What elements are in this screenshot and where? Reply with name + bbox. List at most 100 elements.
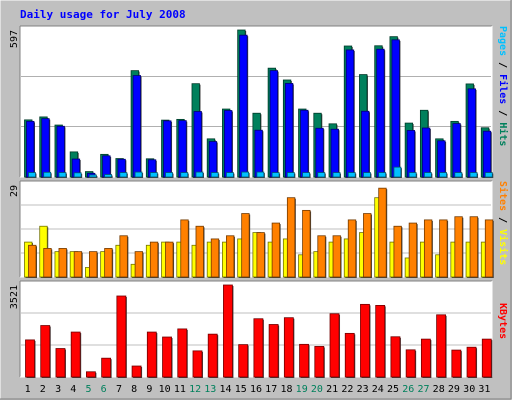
x-tick-label: 13 — [204, 384, 216, 395]
pages-bar — [363, 172, 372, 178]
x-tick-label: 28 — [433, 384, 445, 395]
pages-bar — [195, 171, 204, 178]
hits-panel-legend: Pages / Files / Hits — [497, 26, 509, 146]
x-tick-label: 20 — [311, 384, 323, 395]
kbytes-bar — [55, 348, 66, 378]
kbytes-bar — [299, 343, 310, 378]
kbytes-bar-body — [162, 336, 172, 378]
pages-bar — [28, 172, 37, 178]
kbytes-bar — [253, 318, 264, 378]
pages-bar — [89, 174, 98, 178]
x-tick-label: 17 — [265, 384, 277, 395]
visits-bar-body — [317, 235, 326, 278]
visits-bar-body — [393, 225, 402, 278]
pages-bar — [439, 172, 448, 178]
files-bar — [56, 125, 66, 178]
x-tick-label: 18 — [280, 384, 292, 395]
pages-bar-body — [226, 172, 234, 178]
kbytes-bar — [162, 336, 173, 378]
visits-bar-body — [134, 251, 143, 278]
pages-bar — [484, 172, 494, 178]
visits-bar — [271, 222, 281, 278]
files-bar-body — [193, 111, 202, 178]
kbytes-bar — [146, 331, 158, 378]
sites-panel-legend: Sites / Visits — [497, 181, 509, 265]
files-bar — [163, 120, 173, 178]
x-tick-label: 11 — [174, 384, 186, 395]
files-bar-body — [361, 110, 370, 178]
kbytes-bar — [344, 332, 356, 378]
pages-bar — [226, 172, 235, 178]
files-bar — [482, 130, 492, 178]
kbytes-bar-body — [314, 346, 325, 378]
pages-bar-body — [104, 174, 113, 178]
kbytes-bar — [436, 314, 447, 378]
pages-bar — [317, 172, 326, 178]
visits-bar-body — [73, 251, 83, 278]
kbytes-bar — [420, 338, 432, 378]
kbytes-bar — [268, 324, 280, 378]
kbytes-bar — [238, 344, 249, 378]
x-tick-label: 1 — [25, 384, 31, 395]
x-tick-label: 31 — [478, 384, 490, 395]
visits-bar — [149, 241, 159, 278]
pages-bar — [165, 172, 174, 178]
visits-bar — [302, 209, 312, 278]
hits-panel-legend-part: Files — [497, 74, 509, 104]
x-tick-label: 6 — [101, 384, 107, 395]
files-bar — [421, 127, 431, 178]
pages-bar-body — [408, 172, 417, 178]
kbytes-bar-body — [329, 313, 340, 378]
visits-bar-body — [195, 225, 204, 278]
visits-bar-body — [332, 235, 341, 278]
files-bar-body — [26, 120, 35, 178]
visits-bar — [256, 232, 266, 278]
kbytes-panel-legend: KBytes — [497, 303, 508, 339]
files-bar-body — [315, 127, 324, 178]
visits-bar-body — [165, 241, 174, 278]
files-bar — [452, 123, 462, 178]
kbytes-panel-legend-part: KBytes — [497, 303, 508, 339]
pages-bar-body — [256, 171, 265, 178]
visits-bar — [393, 225, 403, 278]
kbytes-bar — [405, 349, 417, 378]
x-tick-label: 7 — [116, 384, 122, 395]
files-bar-body — [178, 120, 187, 178]
files-bar — [330, 128, 340, 178]
pages-bar — [58, 172, 67, 178]
visits-bar — [408, 222, 418, 278]
visits-bar — [43, 248, 53, 278]
pages-bar — [347, 172, 357, 178]
pages-bar-body — [149, 172, 158, 178]
visits-bar-body — [302, 209, 311, 278]
files-bar — [284, 83, 294, 178]
kbytes-bar-body — [420, 338, 431, 378]
kbytes-bar-body — [207, 333, 218, 378]
visits-bar — [226, 235, 235, 278]
pages-bar — [149, 172, 159, 178]
files-bar — [391, 39, 401, 179]
pages-bar — [378, 172, 387, 178]
kbytes-bar — [131, 365, 143, 378]
kbytes-bar — [329, 313, 341, 378]
visits-bar-body — [58, 248, 67, 278]
files-bar-body — [345, 49, 355, 178]
files-bar-body — [406, 130, 416, 178]
visits-bar-body — [271, 222, 281, 278]
kbytes-bar-body — [131, 365, 142, 378]
visits-bar — [180, 219, 190, 278]
pages-bar — [469, 172, 479, 178]
kbytes-bar — [223, 284, 234, 378]
kbytes-bar-body — [299, 343, 309, 378]
files-bar-body — [132, 75, 141, 178]
visits-bar — [28, 244, 37, 278]
sites-panel-legend-part: Visits — [497, 229, 509, 265]
files-bar-body — [41, 118, 50, 178]
x-tick-label: 15 — [235, 384, 247, 395]
kbytes-bar-body — [268, 324, 279, 378]
hits-panel-ymax-label: 597 — [9, 30, 20, 48]
kbytes-bar-body — [25, 339, 35, 378]
x-tick-label: 27 — [417, 384, 429, 395]
visits-bar — [347, 219, 357, 278]
kbytes-bar — [192, 350, 203, 378]
